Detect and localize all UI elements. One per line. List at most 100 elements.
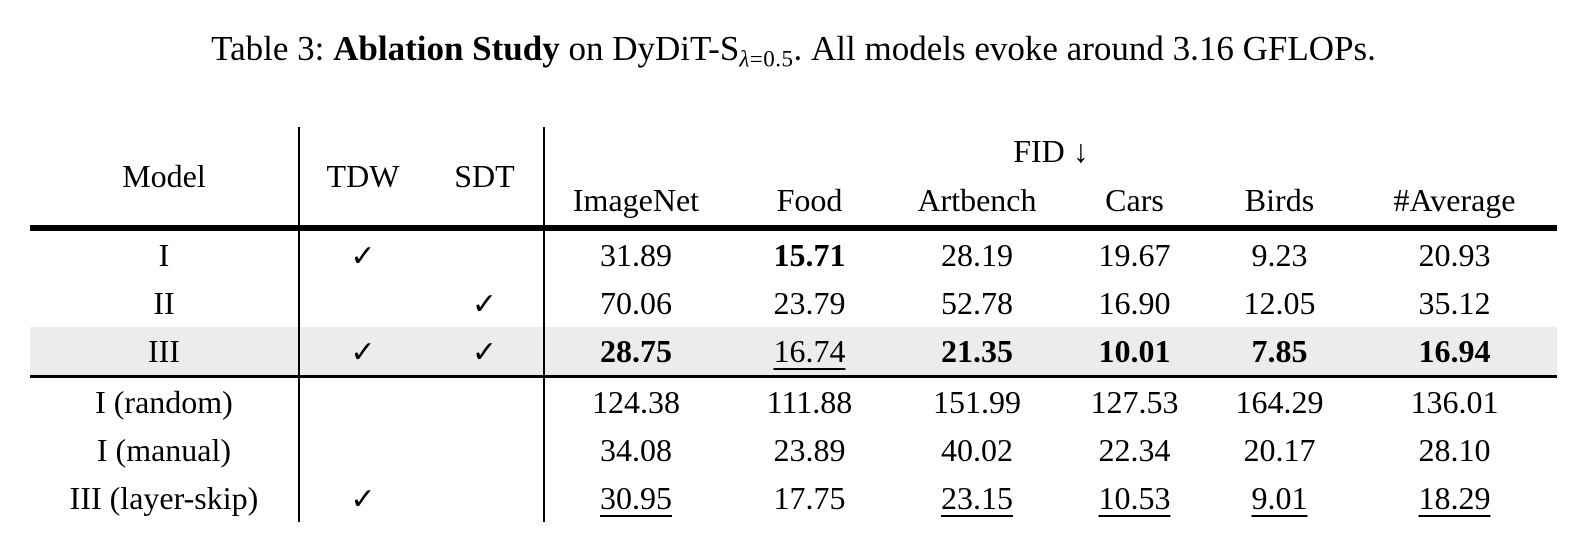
fid-value: 16.90 xyxy=(1098,284,1171,321)
fid-value-cell: 7.85 xyxy=(1206,327,1352,379)
fid-value: 151.99 xyxy=(932,383,1021,420)
fid-value: 23.15 xyxy=(940,479,1013,516)
fid-value-cell: 23.89 xyxy=(727,426,892,474)
sdt-cell: ✓ xyxy=(425,279,545,328)
table-row: I (random) 124.38 111.88 151.99 127.53 164.29… xyxy=(29,376,1557,427)
fid-value-cell: 70.06 xyxy=(544,279,727,327)
fid-value-cell: 9.23 xyxy=(1207,228,1352,279)
fid-value-cell: 16.90 xyxy=(1062,279,1207,327)
fid-value-cell: 21.35 xyxy=(891,327,1062,379)
fid-value: 10.01 xyxy=(1098,332,1171,369)
fid-value-cell: 10.01 xyxy=(1061,327,1207,379)
fid-value: 16.74 xyxy=(773,332,846,369)
fid-value-cell: 40.02 xyxy=(892,426,1062,474)
header-dataset-cars: Cars xyxy=(1061,175,1207,232)
fid-value: 18.29 xyxy=(1418,479,1491,516)
fid-value-cell: 127.53 xyxy=(1062,377,1207,427)
tdw-cell: ✓ xyxy=(299,474,426,522)
table-row: III ✓ ✓ 28.75 16.74 21.35 10.01 7.85 16.94 xyxy=(29,327,1558,379)
header-tdw: TDW xyxy=(298,127,426,232)
table-caption: Table 3: Ablation Study on DyDiT-Sλ=0.5.… xyxy=(0,0,1587,83)
fid-value-cell: 151.99 xyxy=(892,377,1062,427)
check-icon: ✓ xyxy=(350,481,376,517)
fid-value-cell: 124.38 xyxy=(544,377,727,427)
fid-value-cell: 20.93 xyxy=(1352,228,1557,279)
fid-value: 16.94 xyxy=(1418,332,1491,369)
fid-value-cell: 28.75 xyxy=(543,327,727,379)
fid-value-cell: 16.74 xyxy=(726,327,892,379)
header-dataset-food: Food xyxy=(726,175,892,232)
fid-value: 127.53 xyxy=(1090,383,1179,420)
fid-value: 19.67 xyxy=(1098,236,1171,273)
table-header: Model TDW SDT FID ↓ ImageNet Food Artbench… xyxy=(29,127,1558,232)
ablation-table: Model TDW SDT FID ↓ ImageNet Food Artbench… xyxy=(29,127,1558,523)
tdw-cell xyxy=(299,279,426,327)
check-icon: ✓ xyxy=(350,334,376,370)
fid-value: 34.08 xyxy=(599,431,672,468)
tdw-cell xyxy=(299,426,426,474)
fid-value: 52.78 xyxy=(940,284,1013,321)
fid-value-cell: 28.10 xyxy=(1352,426,1557,474)
check-icon: ✓ xyxy=(471,286,498,322)
fid-value-cell: 19.67 xyxy=(1062,228,1207,279)
fid-value-cell: 22.34 xyxy=(1062,426,1207,474)
table-row: I ✓ 31.89 15.71 28.19 19.67 9.23 20.93 xyxy=(29,228,1557,280)
check-icon: ✓ xyxy=(350,238,376,274)
fid-value-cell: 10.53 xyxy=(1062,474,1207,522)
fid-value-cell: 16.94 xyxy=(1351,327,1558,379)
fid-value: 12.05 xyxy=(1243,284,1316,321)
header-sdt: SDT xyxy=(425,127,545,232)
fid-value: 21.35 xyxy=(940,332,1013,369)
caption-emphasis: Ablation Study xyxy=(333,29,560,68)
fid-value: 9.23 xyxy=(1251,236,1308,273)
fid-value: 124.38 xyxy=(591,383,680,420)
fid-value-cell: 31.89 xyxy=(544,228,727,279)
header-dataset-imagenet: ImageNet xyxy=(543,175,727,232)
fid-value: 20.17 xyxy=(1243,431,1316,468)
tdw-cell: ✓ xyxy=(299,228,426,279)
fid-value-cell: 28.19 xyxy=(892,228,1062,279)
fid-value: 23.79 xyxy=(773,284,846,321)
fid-value: 30.95 xyxy=(599,479,672,516)
fid-value: 10.53 xyxy=(1098,479,1171,516)
sdt-cell xyxy=(425,426,545,475)
header-model: Model xyxy=(29,127,300,232)
fid-value-cell: 9.01 xyxy=(1207,474,1352,522)
tdw-cell: ✓ xyxy=(298,327,426,379)
fid-value: 22.34 xyxy=(1098,431,1171,468)
fid-value: 70.06 xyxy=(599,284,672,321)
row-model-label: I xyxy=(29,228,300,280)
fid-value: 28.75 xyxy=(599,332,672,369)
fid-value: 111.88 xyxy=(766,383,853,420)
fid-value: 17.75 xyxy=(773,479,846,516)
sdt-cell xyxy=(425,376,545,427)
fid-value: 20.93 xyxy=(1418,236,1491,273)
fid-value-cell: 34.08 xyxy=(544,426,727,474)
fid-value-cell: 15.71 xyxy=(727,228,892,279)
fid-value-cell: 35.12 xyxy=(1352,279,1557,327)
table-row: III (layer-skip) ✓ 30.95 17.75 23.15 10.53 9.0… xyxy=(29,474,1557,523)
header-dataset-row: ImageNet Food Artbench Cars Birds #Average xyxy=(30,175,1558,232)
check-icon: ✓ xyxy=(471,334,498,370)
fid-value: 136.01 xyxy=(1410,383,1499,420)
fid-value-cell: 17.75 xyxy=(727,474,892,522)
row-model-label: I (random) xyxy=(29,376,300,427)
row-model-label: I (manual) xyxy=(29,426,300,475)
tdw-cell xyxy=(299,377,426,427)
caption-prefix: Table 3: xyxy=(211,29,334,68)
sdt-cell xyxy=(425,228,545,280)
fid-value-cell: 23.15 xyxy=(892,474,1062,522)
fid-value-cell: 12.05 xyxy=(1207,279,1352,327)
header-dataset--average: #Average xyxy=(1351,175,1558,232)
fid-value-cell: 23.79 xyxy=(727,279,892,327)
fid-value: 40.02 xyxy=(940,431,1013,468)
caption-subscript: λ=0.5 xyxy=(739,46,793,71)
lambda-symbol: λ xyxy=(739,46,750,72)
fid-value: 28.10 xyxy=(1418,431,1491,468)
table-body: I ✓ 31.89 15.71 28.19 19.67 9.23 20.93 II ✓ 70.06 2… xyxy=(29,228,1558,523)
table-row: I (manual) 34.08 23.89 40.02 22.34 20.17 28.10 xyxy=(29,426,1557,475)
header-dataset-birds: Birds xyxy=(1206,175,1352,232)
caption-middle: on DyDiT-S xyxy=(559,29,740,68)
fid-value: 164.29 xyxy=(1235,383,1324,420)
